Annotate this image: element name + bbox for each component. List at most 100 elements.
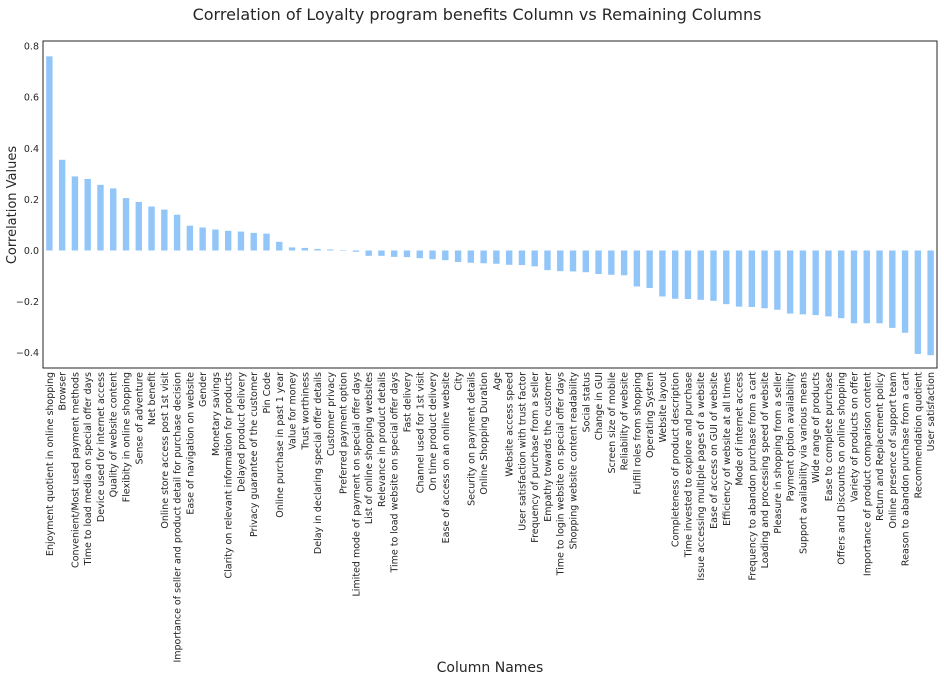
x-tick-label: List of online shopping websites [364, 372, 375, 524]
x-tick-label: Online purchase in past 1 year [275, 372, 286, 518]
bar-26 [378, 250, 385, 256]
x-tick-label: Time to login website on special offer d… [556, 372, 567, 576]
bar-29 [416, 250, 423, 259]
bar-52 [710, 250, 717, 301]
bar-39 [544, 250, 551, 271]
x-tick-label: Flexibity in online shopping [122, 372, 133, 502]
x-tick-label: Gender [198, 372, 209, 407]
bar-44 [608, 250, 615, 275]
x-tick-label: Channel used for 1st visit [415, 372, 426, 494]
x-tick-label: Browser [58, 372, 69, 411]
y-tick-label: 0.2 [24, 195, 39, 206]
x-tick-label: Frequency of purchase from a seller [530, 372, 541, 543]
x-tick-label: Ease to complete purchase [824, 372, 835, 501]
x-tick-label: Ease of access on GUI of website [709, 372, 720, 529]
bar-31 [442, 250, 449, 261]
bar-37 [518, 250, 526, 266]
y-axis-label: Correlation Values [5, 146, 20, 265]
bar-5 [110, 188, 117, 251]
bar-38 [531, 250, 538, 267]
bar-55 [748, 250, 756, 307]
x-tick-label: Offers and Discounts on online shopping [837, 372, 848, 565]
x-tick-label: Net benefit [147, 372, 158, 425]
bar-51 [697, 250, 704, 300]
bar-40 [557, 250, 564, 272]
bar-47 [646, 250, 653, 289]
bar-60 [812, 250, 819, 316]
x-tick-label: Efficiency of website at all times [722, 372, 733, 526]
bar-3 [84, 178, 91, 251]
bar-23 [339, 249, 347, 251]
bar-19 [288, 247, 296, 251]
bar-50 [684, 250, 692, 300]
bar-61 [825, 250, 832, 317]
bar-69 [927, 250, 934, 356]
bar-28 [403, 250, 411, 258]
x-tick-label: Shopping website content readability [569, 372, 580, 550]
x-tick-label: Time to load website on special offer da… [390, 372, 401, 574]
bar-21 [314, 248, 321, 251]
bar-35 [493, 250, 500, 264]
bar-14 [224, 230, 232, 251]
bar-16 [250, 232, 257, 251]
bar-25 [365, 250, 372, 256]
x-tick-label: Quality of website content [109, 372, 120, 498]
bar-68 [914, 250, 922, 354]
bar-45 [620, 250, 628, 276]
bar-10 [173, 214, 181, 251]
x-tick-label: Relevance in product details [377, 372, 388, 507]
bar-49 [671, 250, 679, 299]
x-tick-label: Customer privacy [326, 372, 337, 456]
x-tick-label: Value for money [288, 372, 299, 450]
bar-18 [276, 241, 283, 251]
x-tick-label: Screen size of mobile [607, 372, 618, 474]
bar-11 [186, 225, 194, 251]
x-tick-label: Loading and processing speed of website [760, 372, 771, 568]
x-tick-label: Delay in declaring special offer details [313, 372, 324, 554]
x-tick-label: Device used for internet access [96, 372, 107, 522]
bar-22 [327, 249, 334, 251]
x-tick-label: Pleasure in shopping from a seller [773, 372, 784, 534]
x-tick-label: Preferred payment option [339, 372, 350, 494]
bar-48 [659, 250, 666, 297]
x-tick-label: Frequency to abandon purchase from a car… [747, 372, 758, 581]
x-tick-label: Online presence of support team [888, 372, 899, 528]
x-tick-label: Online Shopping Duration [479, 372, 490, 495]
bar-15 [237, 231, 245, 251]
x-tick-label: Social status [581, 372, 592, 432]
x-tick-label: Importance of seller and product detail … [173, 372, 184, 663]
x-tick-label: Security on payment details [466, 372, 477, 506]
x-tick-label: User satisfaction with trust factor [517, 372, 528, 531]
x-tick-label: Sense of adventure [134, 372, 145, 465]
bar-12 [199, 227, 206, 251]
x-tick-label: Payment option availability [786, 372, 797, 502]
x-tick-label: Delayed product delivery [236, 372, 247, 492]
x-tick-label: Variety of products on offer [849, 372, 860, 502]
x-tick-label: Operating System [645, 372, 656, 458]
x-tick-label: User satisfaction [926, 372, 937, 451]
x-tick-label: Empathy towards the customer [543, 372, 554, 522]
plot-frame [42, 40, 938, 369]
bar-63 [850, 250, 858, 324]
x-tick-label: Clarity on relevant information for prod… [224, 372, 235, 579]
bar-56 [761, 250, 768, 309]
bar-66 [889, 250, 896, 328]
x-axis: Enjoyment quotient in online shopping Bro… [45, 372, 937, 663]
bar-27 [391, 250, 398, 257]
bar-65 [876, 250, 883, 324]
bar-24 [352, 250, 360, 252]
x-tick-label: Support availability via various means [798, 372, 809, 554]
bar-32 [454, 250, 462, 262]
bar-6 [122, 198, 130, 251]
y-tick-label: 0.8 [24, 42, 39, 53]
x-tick-label: Age [492, 372, 503, 391]
bar-57 [774, 250, 781, 310]
y-tick-label: 0.6 [24, 93, 39, 104]
x-axis-label: Column Names [437, 660, 544, 676]
x-tick-label: Enjoyment quotient in online shopping [45, 372, 56, 556]
x-tick-label: On time product delivery [428, 372, 439, 491]
x-tick-label: Change in GUI [594, 372, 605, 440]
bar-4 [97, 184, 104, 251]
chart-title: Correlation of Loyalty program benefits … [193, 5, 762, 24]
